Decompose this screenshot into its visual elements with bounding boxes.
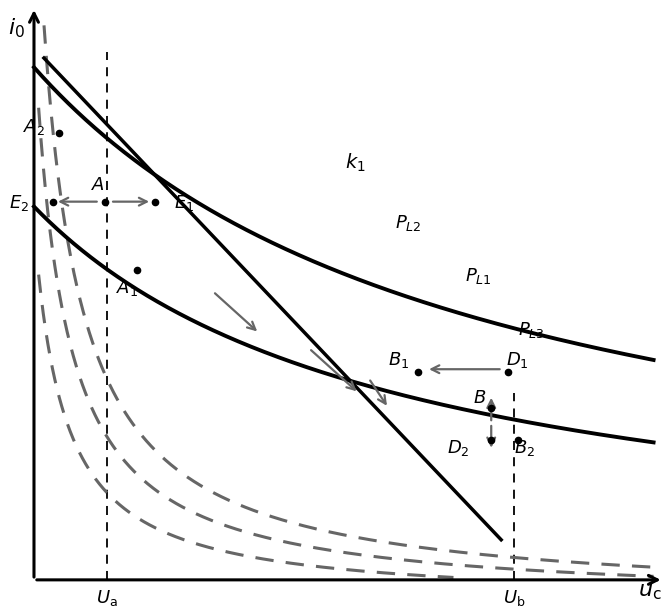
Text: $U_{\rm b}$: $U_{\rm b}$: [503, 588, 525, 608]
Text: $A$: $A$: [91, 176, 105, 194]
Text: $A_1$: $A_1$: [115, 278, 138, 299]
Text: $A_2$: $A_2$: [23, 117, 45, 137]
Text: $P_{L1}$: $P_{L1}$: [464, 267, 491, 286]
Text: $B_1$: $B_1$: [388, 350, 409, 370]
Text: $i_0$: $i_0$: [7, 17, 25, 40]
Text: $B_2$: $B_2$: [514, 438, 535, 458]
Text: $B$: $B$: [473, 389, 486, 407]
Text: $U_{\rm a}$: $U_{\rm a}$: [96, 588, 118, 608]
Text: $E_1$: $E_1$: [174, 193, 195, 213]
Text: $u_{\rm c}$: $u_{\rm c}$: [638, 582, 662, 602]
Text: $E_2$: $E_2$: [9, 193, 29, 213]
Text: $P_{L3}$: $P_{L3}$: [517, 321, 544, 340]
Text: $k_1$: $k_1$: [345, 151, 366, 174]
Text: $P_{L2}$: $P_{L2}$: [395, 213, 421, 232]
Text: $D_2$: $D_2$: [447, 438, 470, 458]
Text: $D_1$: $D_1$: [507, 350, 529, 370]
